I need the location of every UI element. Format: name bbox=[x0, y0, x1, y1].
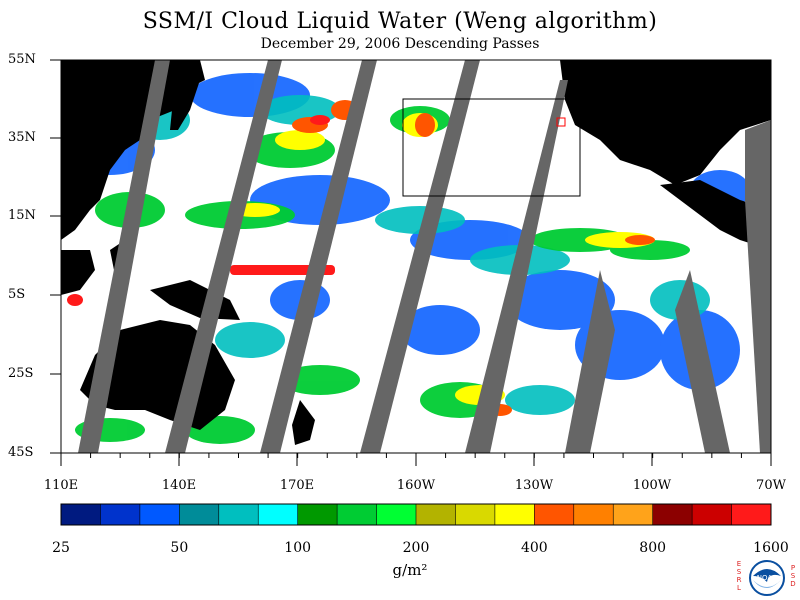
colorbar-swatch bbox=[61, 504, 101, 525]
colorbar-tick-label: 1600 bbox=[753, 540, 789, 556]
colorbar-tick-label: 200 bbox=[402, 540, 430, 556]
noaa-emblem-icon: NOAA bbox=[749, 560, 785, 596]
map-subtitle: December 29, 2006 Descending Passes bbox=[260, 36, 540, 52]
longitude-label: 170E bbox=[279, 478, 315, 493]
latitude-label: 45S bbox=[8, 445, 34, 460]
map-title: SSM/I Cloud Liquid Water (Weng algorithm… bbox=[142, 9, 658, 34]
latitude-label: 15N bbox=[8, 208, 36, 223]
colorbar-swatch bbox=[297, 504, 338, 525]
colorbar bbox=[60, 503, 772, 526]
colorbar-swatch bbox=[494, 504, 535, 525]
colorbar-swatch bbox=[573, 504, 614, 525]
colorbar-tick-label: 25 bbox=[52, 540, 70, 556]
colorbar-swatch bbox=[613, 504, 654, 525]
location-marker bbox=[556, 117, 566, 127]
colorbar-swatch bbox=[100, 504, 141, 525]
longitude-label: 110E bbox=[43, 478, 79, 493]
colorbar-swatch bbox=[376, 504, 417, 525]
longitude-label: 130W bbox=[514, 478, 554, 493]
latitude-label: 5S bbox=[8, 287, 26, 302]
colorbar-swatch bbox=[179, 504, 220, 525]
longitude-label: 140E bbox=[161, 478, 197, 493]
colorbar-swatch bbox=[455, 504, 496, 525]
longitude-label: 160W bbox=[396, 478, 436, 493]
colorbar-swatch bbox=[534, 504, 575, 525]
longitude-label: 70W bbox=[756, 478, 786, 493]
colorbar-units: g/m² bbox=[392, 561, 428, 579]
axis-ticks bbox=[50, 59, 772, 466]
swath-gaps bbox=[78, 60, 771, 453]
colorbar-swatch bbox=[218, 504, 259, 525]
colorbar-swatch bbox=[416, 504, 456, 525]
colorbar-swatch bbox=[692, 504, 733, 525]
latitude-label: 35N bbox=[8, 130, 36, 145]
analysis-region-box bbox=[402, 98, 581, 197]
colorbar-swatch bbox=[139, 504, 180, 525]
longitude-label: 100W bbox=[632, 478, 672, 493]
colorbar-tick-label: 400 bbox=[520, 540, 548, 556]
colorbar-tick-label: 50 bbox=[170, 540, 189, 556]
colorbar-swatch bbox=[652, 504, 693, 525]
colorbar-swatch bbox=[258, 504, 299, 525]
latitude-label: 25S bbox=[8, 366, 34, 381]
colorbar-tick-label: 800 bbox=[639, 540, 667, 556]
colorbar-swatch bbox=[337, 504, 378, 525]
colorbar-tick-label: 100 bbox=[284, 540, 312, 556]
colorbar-swatch bbox=[731, 504, 772, 525]
noaa-emblem-text: NOAA bbox=[757, 574, 778, 582]
latitude-label: 55N bbox=[8, 52, 36, 67]
map-field bbox=[61, 60, 771, 453]
